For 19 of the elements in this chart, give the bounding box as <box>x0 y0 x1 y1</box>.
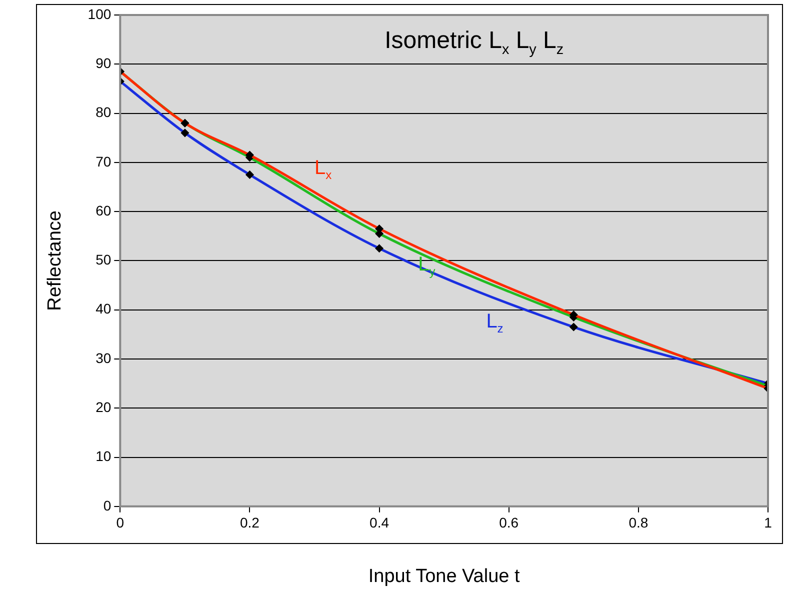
y-tick-label: 40 <box>96 300 112 317</box>
y-axis-title: Reflectance <box>44 210 66 311</box>
x-tick-label: 1 <box>764 514 772 531</box>
y-tick-label: 10 <box>96 448 112 464</box>
y-tick-label: 50 <box>96 252 112 268</box>
y-tick-label: 70 <box>96 153 112 170</box>
x-tick-label: 0.2 <box>240 514 260 531</box>
y-tick-label: 80 <box>96 104 112 120</box>
y-tick-label: 90 <box>96 55 112 71</box>
x-tick-label: 0 <box>116 514 124 531</box>
y-tick-label: 30 <box>96 350 112 366</box>
x-tick-label: 0.6 <box>499 514 519 531</box>
x-tick-label: 0.4 <box>370 514 390 531</box>
y-tick-label: 0 <box>103 497 112 514</box>
y-tick-label: 20 <box>96 398 112 415</box>
y-tick-label: 60 <box>96 202 112 218</box>
x-axis-title: Input Tone Value t <box>368 566 521 587</box>
y-tick-label: 100 <box>88 6 112 22</box>
x-tick-label: 0.8 <box>628 514 648 531</box>
